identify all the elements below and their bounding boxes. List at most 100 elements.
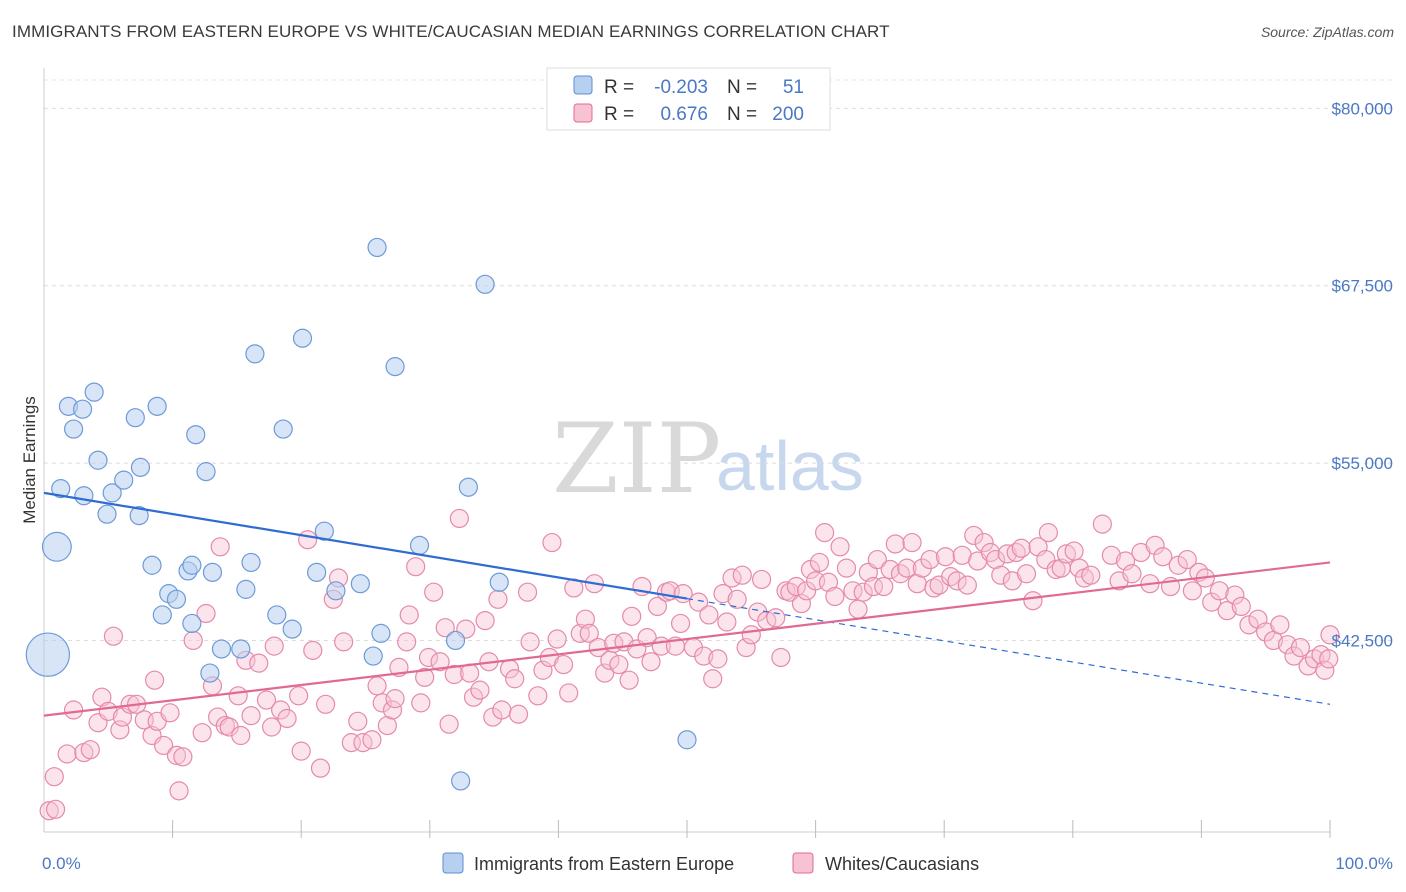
eastern-europe-point-36 [314, 521, 334, 541]
whites-point-51 [341, 733, 361, 753]
y-tick-labels: $42,500 $55,000 $67,500 $80,000 [1332, 99, 1393, 650]
y-tick-label-0: $42,500 [1332, 631, 1393, 650]
whites-point-164 [924, 578, 944, 598]
whites-point-176 [991, 565, 1011, 585]
legend-box [546, 67, 831, 131]
eastern-europe-point-41 [367, 237, 387, 258]
whites-point-208 [1202, 592, 1222, 612]
whites-point-171 [964, 525, 984, 546]
whites-point-192 [1081, 565, 1101, 585]
whites-point-184 [1036, 549, 1056, 570]
whites-point-52 [348, 711, 368, 731]
eastern-europe-point-1 [41, 531, 72, 562]
eastern-europe-point-48 [200, 663, 220, 683]
eastern-europe-point-10 [114, 470, 134, 490]
whites-point-204 [1177, 549, 1197, 570]
eastern-europe-point-35 [307, 562, 327, 582]
whites-point-188 [1056, 544, 1076, 564]
whites-points [39, 508, 1340, 821]
whites-point-181 [1016, 564, 1037, 584]
whites-point-41 [277, 708, 297, 729]
eastern-europe-point-27 [241, 552, 261, 573]
eastern-europe-point-26 [273, 419, 293, 439]
whites-point-109 [637, 628, 657, 648]
y-tick-label-1: $55,000 [1332, 454, 1393, 473]
legend-n-label-1: N = [727, 77, 757, 98]
whites-point-91 [547, 629, 567, 649]
eastern-europe-point-18 [142, 555, 162, 575]
whites-point-26 [196, 603, 216, 624]
whites-point-66 [418, 647, 439, 668]
series-swatch-blue [442, 852, 464, 874]
whites-point-147 [830, 537, 850, 557]
whites-point-132 [751, 569, 772, 590]
whites-point-125 [717, 612, 737, 632]
legend-swatch-pink [573, 103, 593, 123]
whites-point-96 [575, 609, 596, 629]
correlation-legend: R = -0.203 N = 51 R = 0.676 N = 200 [546, 67, 831, 131]
series-label-pink: Whites/Caucasians [825, 854, 979, 874]
whites-trend-solid [43, 561, 1331, 717]
legend-r-value-2: 0.676 [660, 104, 708, 125]
x-tick-left: 0.0% [42, 854, 81, 873]
eastern-europe-point-22 [166, 589, 187, 609]
series-legend: Immigrants from Eastern Europe Whites/Ca… [442, 852, 979, 874]
legend-n-value-2: 200 [772, 104, 804, 125]
whites-point-189 [1064, 541, 1084, 561]
whites-point-175 [986, 549, 1006, 570]
whites-point-39 [264, 636, 284, 656]
eastern-europe-point-15 [129, 505, 149, 526]
whites-point-54 [362, 730, 382, 750]
eastern-europe-point-46 [489, 572, 509, 592]
watermark-atlas: atlas [716, 427, 864, 505]
whites-point-194 [1101, 545, 1121, 565]
whites-point-0 [39, 801, 59, 821]
whites-point-43 [291, 741, 311, 761]
whites-point-135 [771, 647, 791, 668]
y-tick-label-2: $67,500 [1332, 277, 1393, 296]
axes [43, 68, 1331, 838]
y-tick-label-3: $80,000 [1332, 99, 1393, 118]
whites-point-105 [619, 670, 639, 690]
series-label-blue: Immigrants from Eastern Europe [474, 854, 734, 874]
series-swatch-pink [792, 852, 814, 874]
whites-point-173 [974, 532, 994, 553]
whites-point-37 [256, 690, 277, 710]
whites-point-69 [435, 618, 455, 638]
whites-point-128 [732, 565, 752, 585]
whites-point-212 [1231, 596, 1251, 617]
whites-point-56 [372, 693, 392, 713]
whites-point-84 [508, 704, 529, 724]
x-tick-right: 100.0% [1335, 854, 1393, 873]
whites-point-156 [880, 559, 900, 580]
eastern-europe-point-42 [385, 357, 405, 377]
whites-point-110 [641, 652, 661, 672]
eastern-europe-point-13 [130, 457, 151, 477]
whites-point-32 [228, 686, 248, 706]
whites-point-61 [397, 632, 417, 652]
eastern-europe-point-24 [245, 344, 265, 364]
eastern-europe-trend-solid [43, 491, 688, 600]
whites-point-62 [399, 605, 419, 625]
legend-swatch-blue [573, 75, 593, 95]
whites-point-116 [670, 613, 691, 634]
eastern-europe-point-34 [282, 619, 302, 639]
whites-point-145 [818, 572, 839, 592]
whites-point-153 [863, 576, 884, 597]
whites-point-146 [825, 586, 845, 607]
legend-n-value-1: 51 [783, 77, 804, 98]
whites-point-76 [470, 680, 490, 700]
whites-point-220 [1290, 637, 1311, 658]
whites-point-17 [144, 670, 165, 690]
whites-point-6 [80, 740, 100, 760]
whites-point-38 [262, 717, 282, 737]
eastern-europe-point-47 [445, 630, 466, 651]
whites-point-42 [289, 686, 309, 706]
watermark-zip: ZIP [552, 403, 721, 515]
eastern-europe-point-14 [147, 396, 167, 416]
legend-r-value-1: -0.203 [654, 77, 708, 98]
whites-point-71 [444, 664, 464, 685]
whites-point-22 [173, 747, 193, 767]
chart-source: Source: ZipAtlas.com [1260, 24, 1394, 40]
